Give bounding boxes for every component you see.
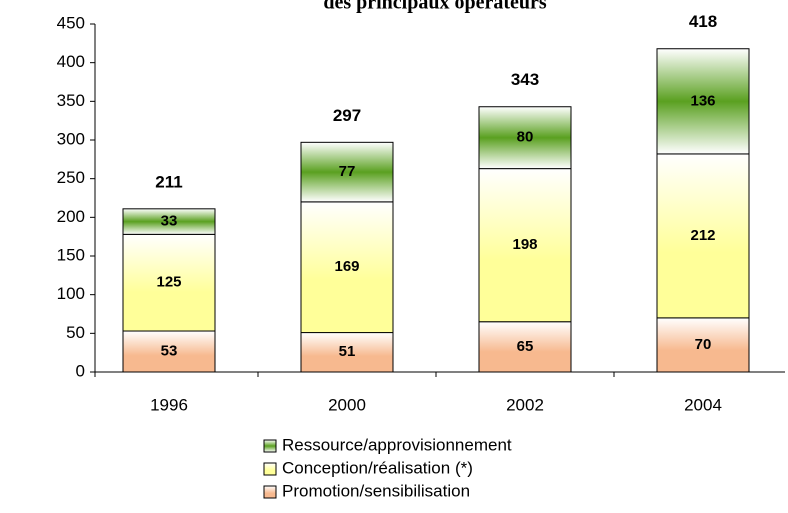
legend-swatch <box>263 462 277 476</box>
bar-segment <box>300 201 394 334</box>
bar-segment <box>656 153 750 319</box>
legend-label: Conception/réalisation (*) <box>282 458 473 477</box>
bar-segment <box>122 233 216 332</box>
data-label: 33 <box>161 213 178 230</box>
bar-segment <box>478 168 572 323</box>
bar-segment <box>300 141 394 203</box>
y-tick-label: 350 <box>57 91 85 110</box>
y-tick-label: 250 <box>57 168 85 187</box>
data-label: 136 <box>690 92 715 109</box>
data-label: 198 <box>512 236 537 253</box>
data-label: 80 <box>517 129 534 146</box>
bar-segment <box>656 317 750 373</box>
data-label: 53 <box>161 342 178 359</box>
chart-title: des principaux opérateurs <box>323 0 547 14</box>
legend-swatch <box>263 439 277 453</box>
bar-segment <box>122 208 216 235</box>
bar-segment <box>300 332 394 373</box>
x-tick-label: 1996 <box>150 395 188 414</box>
data-label: 212 <box>690 227 715 244</box>
y-tick-label: 450 <box>57 13 85 32</box>
bar-segment <box>478 106 572 170</box>
data-label: 169 <box>334 258 359 275</box>
y-tick-label: 150 <box>57 245 85 264</box>
data-label: 65 <box>517 338 534 355</box>
legend-label: Promotion/sensibilisation <box>282 481 470 500</box>
x-tick-label: 2004 <box>684 395 722 414</box>
bar-segment <box>656 48 750 155</box>
x-tick-label: 2000 <box>328 395 366 414</box>
y-tick-label: 100 <box>57 284 85 303</box>
data-label: 77 <box>339 163 356 180</box>
total-label: 211 <box>155 172 182 191</box>
total-label: 297 <box>333 106 361 125</box>
total-label: 418 <box>689 12 717 31</box>
data-label: 70 <box>695 336 712 353</box>
legend-swatch <box>263 485 277 499</box>
legend-label: Ressource/approvisionnement <box>282 435 512 454</box>
y-tick-label: 300 <box>57 129 85 148</box>
y-tick-label: 200 <box>57 207 85 226</box>
data-label: 125 <box>156 274 181 291</box>
x-tick-label: 2002 <box>506 395 544 414</box>
y-tick-label: 50 <box>66 323 85 342</box>
bar-segment <box>122 330 216 373</box>
y-tick-label: 0 <box>76 361 85 380</box>
total-label: 343 <box>511 70 539 89</box>
data-label: 51 <box>339 343 356 360</box>
y-tick-label: 400 <box>57 52 85 71</box>
